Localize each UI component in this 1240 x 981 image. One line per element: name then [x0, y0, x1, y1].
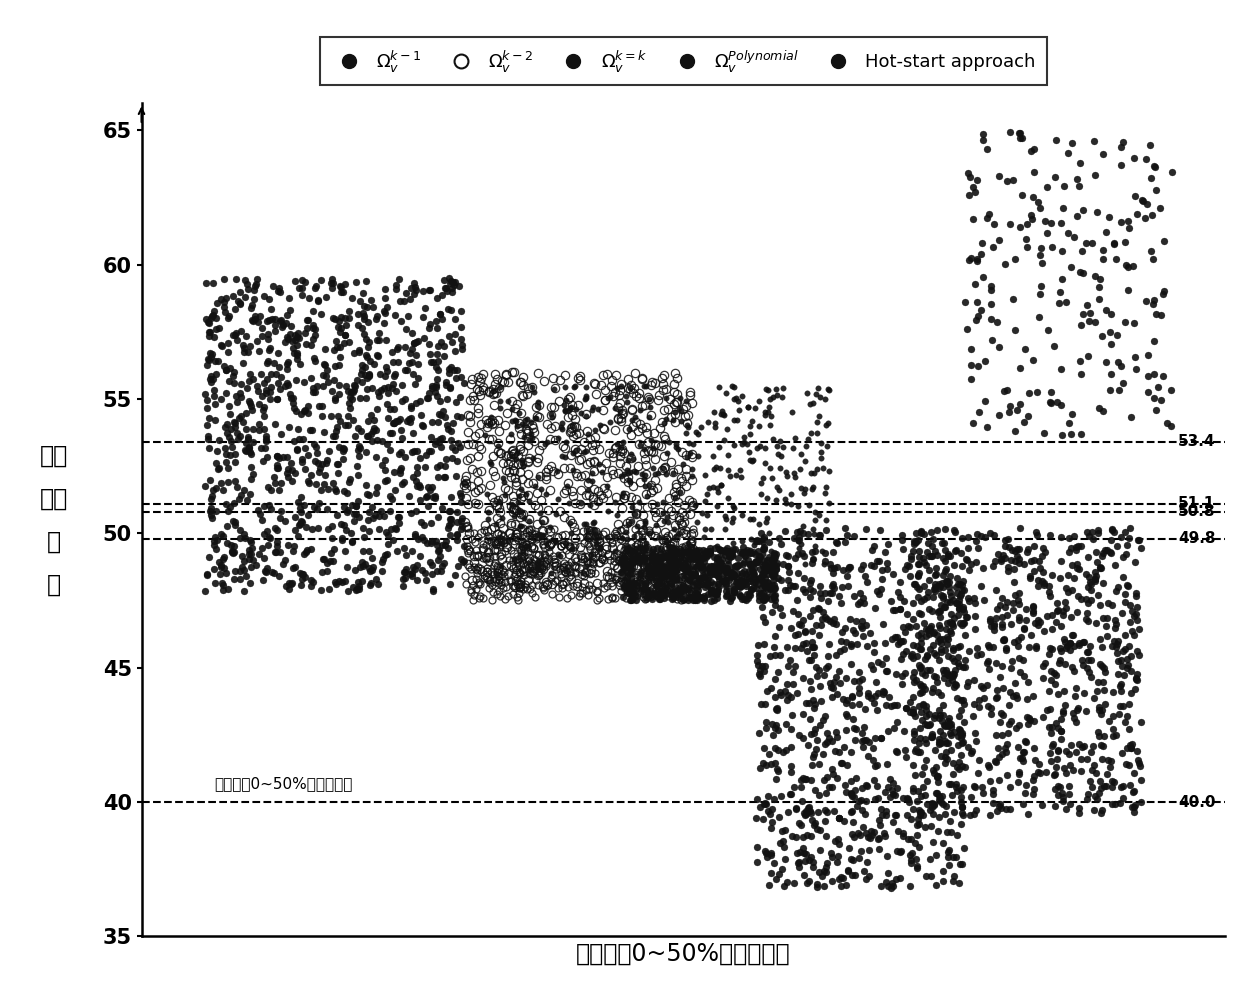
Text: 49.8: 49.8 [1178, 532, 1215, 546]
X-axis label: 负荷扰动0~50%的测试场景: 负荷扰动0~50%的测试场景 [575, 942, 791, 966]
Y-axis label: 支路
功率
误
差: 支路 功率 误 差 [40, 443, 68, 596]
Text: 53.4: 53.4 [1178, 435, 1215, 449]
Text: 负荷扰动0~50%的测试场景: 负荷扰动0~50%的测试场景 [215, 777, 353, 792]
Text: 50.8: 50.8 [1178, 504, 1215, 519]
Text: 40.0: 40.0 [1178, 795, 1215, 809]
Legend: $\Omega_v^{k-1}$, $\Omega_v^{k-2}$, $\Omega_v^{k=k}$, $\Omega_v^{Polynomial}$, H: $\Omega_v^{k-1}$, $\Omega_v^{k-2}$, $\Om… [320, 37, 1047, 85]
Text: 51.1: 51.1 [1178, 496, 1215, 511]
